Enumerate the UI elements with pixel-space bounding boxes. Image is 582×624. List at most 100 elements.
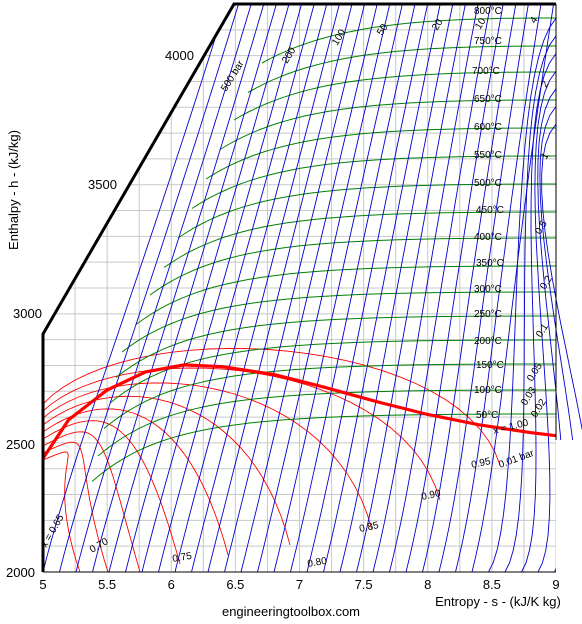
- quality-line: [42, 347, 501, 466]
- y-tick-label: 4000: [165, 48, 194, 63]
- temperature-label: 100°C: [474, 385, 502, 396]
- pressure-line: [174, 3, 328, 573]
- temperature-label: 350°C: [476, 258, 504, 269]
- pressure-line: [207, 3, 353, 573]
- temperature-label: 600°C: [474, 122, 502, 133]
- pressure-label: 0.01 bar: [497, 448, 536, 471]
- temperature-label: 700°C: [472, 66, 500, 77]
- pressure-line: [504, 35, 557, 573]
- pressure-line: [158, 3, 315, 573]
- pressure-line: [372, 3, 479, 573]
- pressure-line: [389, 3, 492, 573]
- grid: [42, 3, 557, 573]
- pressure-label: 4: [528, 15, 541, 26]
- temperature-label: 450°C: [476, 205, 504, 216]
- pressure-line: [541, 123, 582, 431]
- quality-line: [42, 367, 441, 501]
- temperature-label: 750°C: [474, 36, 502, 47]
- temperature-line: [121, 291, 556, 353]
- pressure-line: [422, 3, 517, 573]
- temperature-line: [233, 71, 556, 121]
- pressure-line: [290, 3, 416, 573]
- saturation-curve: [41, 363, 557, 460]
- quality-line: [42, 382, 373, 531]
- pressure-line: [191, 3, 340, 573]
- temperature-label: 150°C: [476, 360, 504, 371]
- quality-line: [42, 431, 141, 573]
- x-tick-label: 8: [424, 577, 431, 592]
- temperature-line: [97, 389, 556, 457]
- temperature-line: [109, 339, 556, 404]
- x-tick-label: 5.5: [98, 577, 116, 592]
- temperature-label: 550°C: [474, 150, 502, 161]
- pressure-line: [488, 18, 557, 573]
- y-axis-label: Enthalpy - h - (kJ/kg): [6, 130, 21, 250]
- y-tick-label: 3000: [13, 306, 42, 321]
- temperature-line: [205, 127, 556, 180]
- pressure-line: [273, 3, 403, 573]
- pressure-label: 1: [539, 151, 552, 162]
- temperature-line: [135, 265, 556, 325]
- temperature-line: [149, 237, 556, 296]
- frame-mask-left: [0, 0, 234, 572]
- x-axis-label: Entropy - s - (kJ/K kg): [435, 594, 561, 609]
- temperature-label: 300°C: [474, 284, 502, 295]
- pressure-line: [141, 3, 303, 573]
- pressure-line: [42, 3, 227, 573]
- frame-mask-bottom: [0, 572, 582, 624]
- quality-label: 0.85: [358, 520, 380, 535]
- temperature-label: 650°C: [474, 94, 502, 105]
- frame-mask-right: [556, 440, 582, 572]
- temperature-label: 200°C: [474, 336, 502, 347]
- pressure-line: [59, 3, 240, 573]
- x-tick-label: 8.5: [483, 577, 501, 592]
- pressure-line: [521, 53, 557, 573]
- pressure-line: [306, 3, 429, 573]
- pressure-line: [257, 3, 391, 573]
- x-tick-label: 7: [296, 577, 303, 592]
- pressure-lines: [42, 3, 582, 573]
- pressure-line: [438, 3, 529, 573]
- temperature-line: [163, 211, 556, 268]
- y-tick-label: 3500: [88, 177, 117, 192]
- temperature-label: 50°C: [476, 410, 498, 421]
- x-tick-label: 6.5: [226, 577, 244, 592]
- footer-credit: engineeringtoolbox.com: [221, 604, 361, 619]
- temperature-line: [91, 413, 556, 482]
- pressure-label: 50: [375, 22, 390, 38]
- pressure-line: [108, 3, 277, 573]
- quality-label: 0.75: [172, 551, 194, 565]
- quality-line: [42, 441, 109, 573]
- frame-diagonal: [41, 2, 556, 572]
- pressure-line: [339, 3, 454, 573]
- pressure-line: [356, 3, 466, 573]
- temperature-line: [177, 183, 556, 239]
- pressure-label: 200: [280, 45, 298, 65]
- temperature-line: [247, 45, 556, 93]
- x-tick-label: 6: [168, 577, 175, 592]
- x-tick-label: 9: [552, 577, 559, 592]
- pressure-line: [240, 3, 378, 573]
- pressure-line: [534, 70, 557, 573]
- pressure-line: [323, 3, 441, 573]
- temperature-label: 250°C: [474, 309, 502, 320]
- saturation-line: [41, 363, 557, 460]
- quality-label: 0.95: [470, 456, 492, 471]
- temperature-line: [115, 315, 556, 378]
- quality-line: [42, 451, 81, 573]
- pressure-line: [92, 3, 265, 573]
- pressure-line: [75, 3, 252, 573]
- quality-label: 0.90: [420, 488, 442, 503]
- pressure-line: [125, 3, 290, 573]
- quality-line: [42, 395, 291, 546]
- tick-labels: 5 5.5 6 6.5 7 7.5 8 8.5 9 2000 2500 3000 3500 4000: [6, 48, 560, 592]
- x-tick-label: 7.5: [355, 577, 373, 592]
- x-tick-label: 5: [39, 577, 46, 592]
- pressure-line: [405, 3, 504, 573]
- y-tick-label: 2000: [6, 565, 35, 580]
- quality-label: 0.80: [307, 556, 329, 570]
- temperature-label: 500°C: [474, 178, 502, 189]
- pressure-line: [455, 3, 542, 573]
